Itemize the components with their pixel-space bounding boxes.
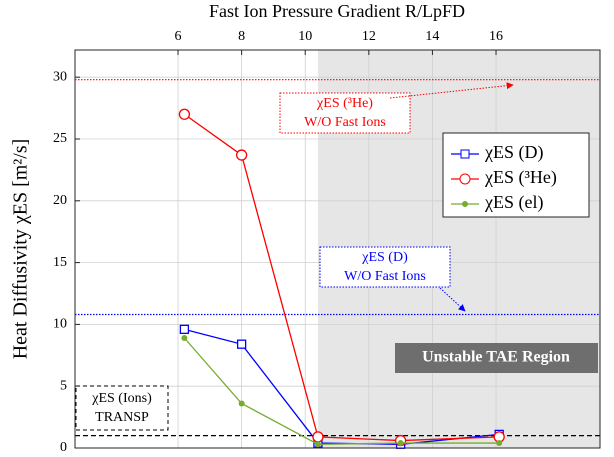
marker — [178, 108, 191, 120]
y-tick-label: 0 — [60, 440, 67, 455]
x-tick-label: 16 — [489, 29, 503, 44]
x-tick-label: 10 — [298, 29, 312, 44]
marker — [179, 324, 190, 334]
annotation-text: χES (D) — [361, 250, 408, 265]
y-axis-label: Heat Diffusivity χES [m²/s] — [10, 139, 32, 360]
y-tick-label: 10 — [53, 317, 67, 332]
annotation-text: W/O Fast Ions — [304, 115, 386, 130]
legend-label: χES (³He) — [484, 167, 557, 188]
legend-label: χES (D) — [484, 142, 543, 163]
annotation-arrow — [439, 287, 466, 312]
region-label-box — [395, 343, 598, 373]
x-tick-label: 6 — [175, 29, 182, 44]
annotation-text: χES (³He) — [316, 96, 373, 111]
annotation-box — [279, 92, 411, 134]
y-tick-label: 20 — [53, 193, 67, 208]
marker — [397, 440, 404, 447]
region-label: Unstable TAE Region — [422, 349, 570, 366]
x-tick-label: 12 — [362, 29, 376, 44]
annotation-text: W/O Fast Ions — [344, 269, 426, 284]
legend-marker — [462, 201, 468, 207]
y-tick-label: 15 — [53, 255, 67, 270]
annotation-arrow — [389, 82, 514, 99]
x-tick-label: 14 — [425, 29, 439, 44]
axes-frame — [74, 49, 601, 449]
marker — [181, 334, 188, 341]
legend-marker — [459, 173, 471, 185]
y-tick-label: 25 — [53, 131, 67, 146]
annotation-box — [75, 385, 169, 431]
x-axis-label: Fast Ion Pressure Gradient R/LpFD — [209, 1, 465, 21]
y-tick-label: 5 — [60, 378, 67, 393]
x-tick-label: 8 — [238, 29, 245, 44]
y-tick-label: 30 — [53, 69, 67, 84]
marker — [236, 339, 247, 349]
marker — [235, 149, 248, 161]
annotation-box — [319, 246, 451, 288]
marker — [314, 441, 321, 448]
annotation-text: TRANSP — [95, 410, 149, 425]
marker — [312, 431, 324, 443]
annotation-text: χES (Ions) — [91, 391, 152, 406]
marker — [496, 440, 503, 447]
legend-label: χES (el) — [484, 192, 543, 213]
legend-marker — [460, 149, 470, 159]
marker — [238, 400, 245, 407]
